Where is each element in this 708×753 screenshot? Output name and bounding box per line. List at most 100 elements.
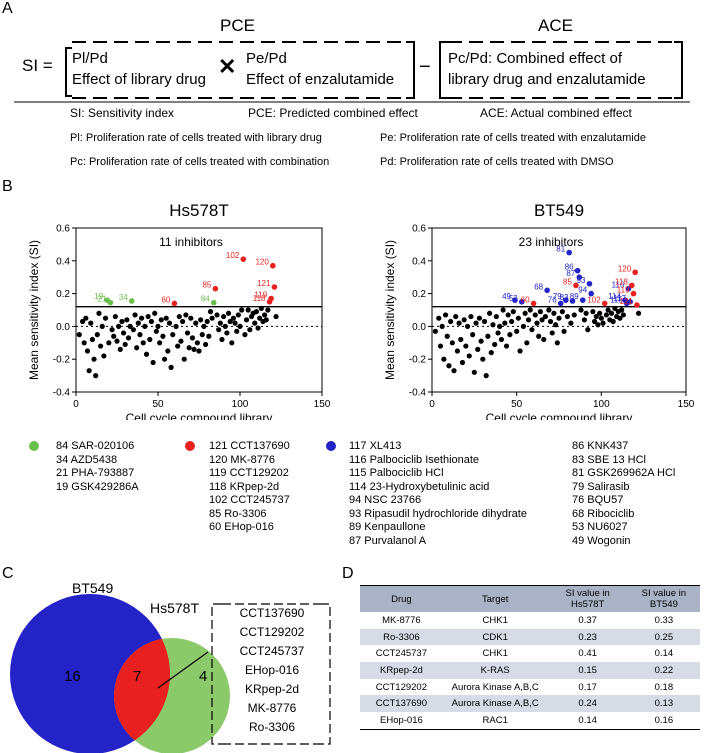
highlighted-point (579, 297, 586, 303)
legend-entry: 49 Wogonin (572, 534, 631, 547)
data-point (585, 327, 591, 333)
highlighted-point (171, 300, 178, 307)
legend-entry: 53 NU6027 (572, 521, 628, 533)
legend-entry: 117 XL413 (349, 440, 402, 452)
data-point (255, 325, 261, 331)
table-row: KRpep-2d K-RAS 0.15 0.22 (360, 662, 700, 679)
data-point (619, 307, 625, 313)
highlighted-point (634, 302, 640, 308)
point-label: 60 (521, 295, 530, 304)
highlighted-point (627, 299, 633, 305)
y-tick-label: 0.4 (412, 256, 426, 267)
table-cell: Aurora Kinase A,B,C (442, 695, 548, 713)
data-point (551, 310, 557, 316)
def-pd: Pd: Proliferation rate of cells treated … (380, 156, 614, 168)
data-point (199, 332, 205, 338)
table-cell: CCT245737 (375, 648, 427, 660)
data-point (502, 320, 508, 326)
data-point (252, 320, 258, 326)
table-cell: K-RAS (442, 662, 548, 679)
data-point (598, 315, 604, 321)
data-point (124, 317, 130, 323)
point-label: 53 (509, 294, 518, 303)
overlap-drug: MK-8776 (247, 701, 297, 715)
data-point (524, 340, 530, 346)
y-axis-label: Mean sensitivity index (SI) (383, 240, 397, 380)
legend-entry: 119 CCT129202 (209, 467, 289, 479)
data-point (243, 317, 250, 323)
point-label: 60 (161, 295, 170, 304)
col-drug: Drug (360, 585, 443, 612)
legend-entry: 81 GSK269962A HCl (572, 467, 676, 479)
data-point (470, 332, 476, 338)
data-point (157, 340, 163, 346)
point-label: 121 (620, 297, 634, 306)
data-point (206, 333, 212, 339)
legend-entry: 34 AZD5438 (56, 453, 118, 466)
highlighted-point (557, 300, 564, 307)
venn-callout-line (157, 651, 209, 689)
table-row: Ro-3306 CDK1 0.23 0.25 (360, 628, 700, 646)
data-point (109, 327, 115, 333)
data-point (93, 373, 99, 379)
data-point (88, 320, 94, 326)
data-point (480, 356, 486, 362)
data-point (510, 309, 516, 315)
legend-entry: 60 EHop-016 (209, 521, 274, 533)
data-point (170, 332, 176, 338)
data-point (534, 320, 540, 326)
si-equals: SI = (22, 56, 53, 75)
data-point (488, 350, 494, 356)
data-point (536, 333, 542, 339)
data-point (514, 328, 520, 334)
point-label: 84 (201, 295, 210, 304)
data-point (539, 317, 545, 323)
highlighted-point (586, 280, 593, 287)
legend-entry: 118 KRpep-2d (209, 480, 280, 493)
data-point (525, 317, 532, 323)
legend-entry: 79 Salirasib (572, 480, 630, 493)
table-cell: RAC1 (442, 712, 548, 730)
data-point (436, 315, 442, 321)
data-point (101, 353, 107, 359)
data-point (183, 312, 189, 318)
data-point (83, 315, 89, 321)
data-point (553, 322, 559, 328)
data-point (235, 312, 241, 318)
point-label: 21 (98, 295, 107, 304)
table-cell: 0.23 (547, 628, 628, 646)
venn-diagram (10, 594, 331, 753)
data-point (234, 328, 240, 334)
legend-entry: 114 23-Hydroxybetulinic acid (349, 480, 490, 493)
data-point (191, 346, 197, 352)
table-cell: CDK1 (442, 628, 548, 646)
overlap-drug: CCT137690 (239, 606, 305, 620)
table-cell: CCT129202 (375, 681, 427, 693)
table-cell: 0.15 (547, 662, 628, 679)
highlighted-point (210, 299, 217, 306)
pe-pd: Pe/Pd (246, 50, 287, 67)
data-point (161, 356, 168, 362)
data-point (106, 340, 112, 346)
table-row: MK-8776 CHK1 0.37 0.33 (360, 612, 700, 629)
pce-bracket-right (406, 41, 415, 99)
venn-overlap-region (113, 638, 171, 741)
highlighted-point (518, 299, 525, 305)
overlap-drug: CCT245737 (239, 644, 305, 658)
y-tick-label: -0.2 (53, 355, 71, 366)
data-point (189, 335, 196, 341)
legend-entry: 89 Kenpaullone (349, 521, 426, 533)
si-table: Drug Target SI value in Hs578T SI value … (360, 585, 700, 730)
data-point (175, 343, 181, 349)
venn-hs578t-label: Hs578T (150, 600, 200, 616)
table-cell: 0.41 (578, 648, 597, 660)
data-point (459, 359, 466, 366)
data-point (176, 313, 182, 320)
data-point (186, 345, 192, 351)
data-point (194, 340, 200, 346)
data-point (227, 318, 233, 325)
data-point (224, 330, 230, 336)
table-cell: 0.25 (627, 628, 700, 646)
data-point (603, 312, 610, 318)
data-point (168, 364, 174, 370)
